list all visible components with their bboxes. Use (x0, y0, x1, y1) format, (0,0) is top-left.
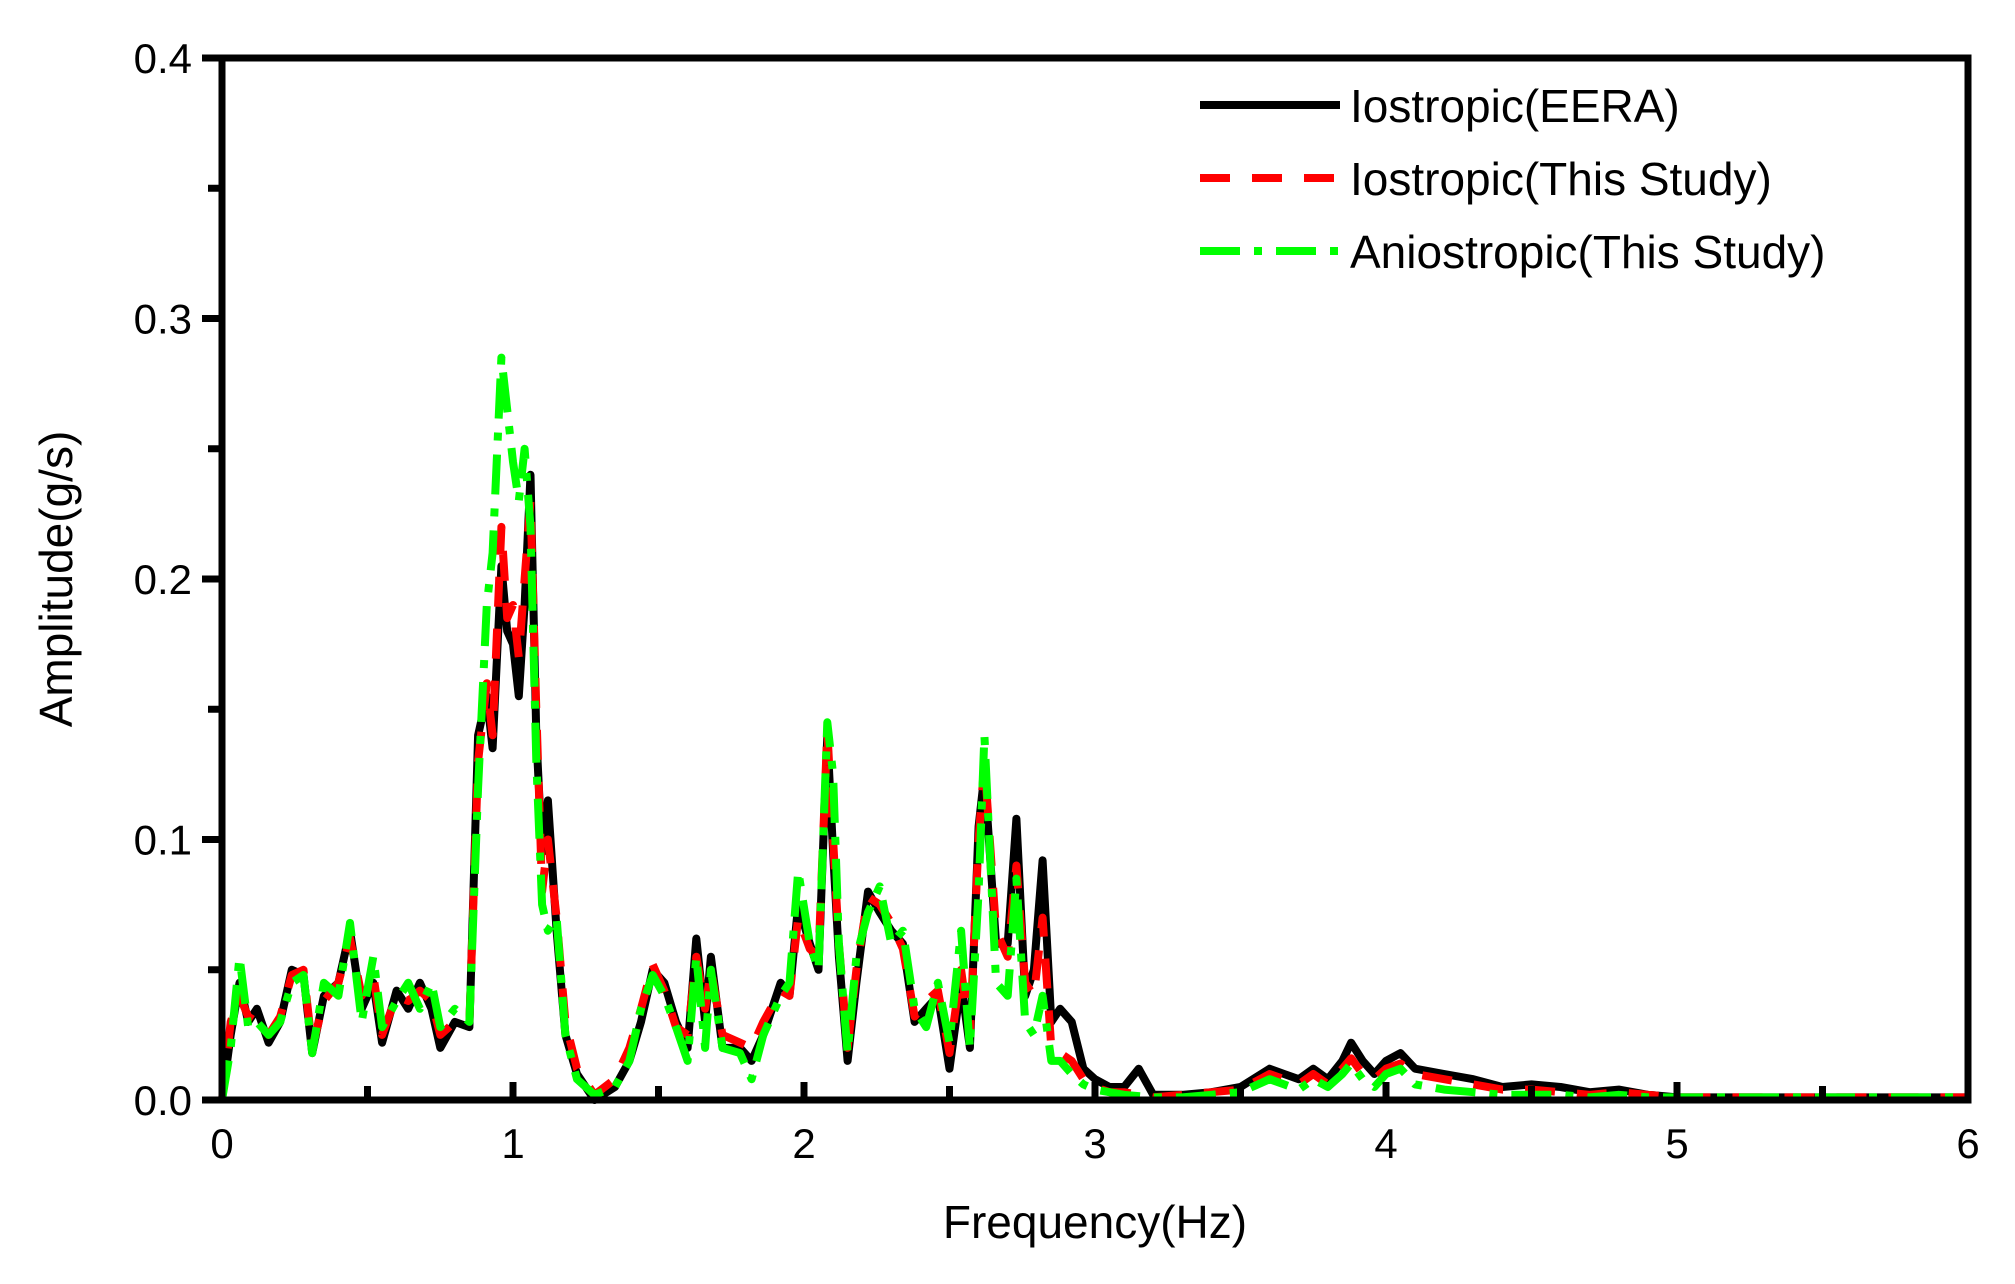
series-line-aniostropic-this-study (218, 353, 1968, 1102)
legend: Iostropic(EERA) Iostropic(This Study) An… (1200, 80, 1826, 278)
y-tick-label: 0.1 (134, 817, 192, 864)
y-tick-label: 0.0 (134, 1077, 192, 1124)
series-layer (218, 353, 1968, 1104)
y-tick-label: 0.4 (134, 35, 192, 82)
y-tick-label: 0.2 (134, 556, 192, 603)
tick-layer (202, 54, 1972, 1104)
x-tick-label: 0 (210, 1120, 233, 1167)
x-tick-label: 6 (1956, 1120, 1979, 1167)
x-axis-title: Frequency(Hz) (943, 1196, 1247, 1248)
legend-label-eera: Iostropic(EERA) (1350, 80, 1680, 132)
y-tick-label: 0.3 (134, 296, 192, 343)
x-tick-label: 4 (1374, 1120, 1397, 1167)
legend-label-this-study: Iostropic(This Study) (1350, 153, 1772, 205)
tick-label-layer: 0 1 2 3 4 5 6 0.0 0.1 0.2 0.3 0.4 (134, 35, 1980, 1167)
x-tick-label: 2 (792, 1120, 815, 1167)
x-tick-label: 5 (1665, 1120, 1688, 1167)
series-line-iostropic-this-study (218, 496, 1968, 1102)
series-line-iostropic-eera (218, 470, 1968, 1104)
x-tick-label: 1 (501, 1120, 524, 1167)
x-tick-label: 3 (1083, 1120, 1106, 1167)
plot-frame (218, 54, 1972, 1104)
y-axis-title: Amplitude(g/s) (30, 431, 82, 728)
legend-label-aniostropic: Aniostropic(This Study) (1350, 226, 1826, 278)
